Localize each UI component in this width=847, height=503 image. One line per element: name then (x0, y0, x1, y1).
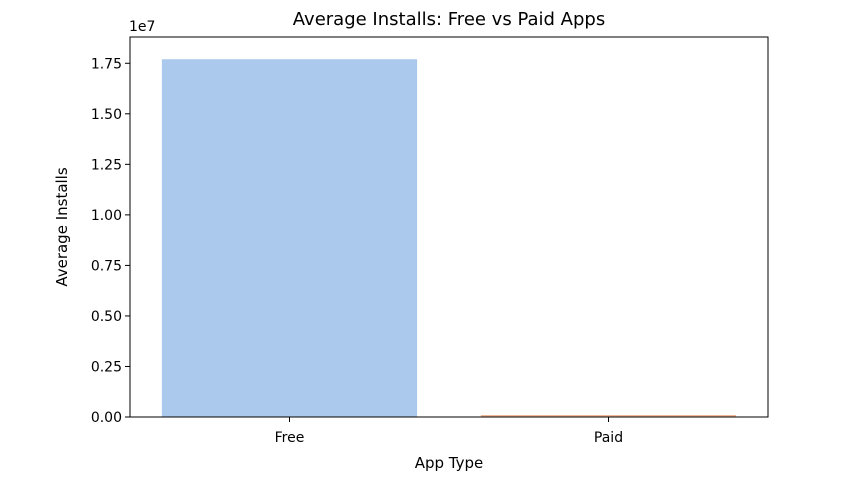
y-tick-label: 1.25 (91, 157, 122, 173)
plot-frame (129, 36, 769, 418)
bar-paid (480, 414, 737, 417)
x-axis-ticks: Free Paid (275, 417, 623, 446)
y-axis-label: Average Installs (53, 167, 71, 287)
x-tick-label-free: Free (275, 430, 305, 446)
x-tick-label-paid: Paid (594, 430, 623, 446)
y-axis-ticks: 0.00 0.25 0.50 0.75 1.00 1.25 1.50 1.75 (91, 56, 130, 426)
y-tick-label: 0.00 (91, 410, 122, 426)
y-tick-label: 1.75 (91, 56, 122, 72)
y-axis-offset-label: 1e7 (129, 19, 155, 35)
y-tick-label: 0.75 (91, 258, 122, 274)
y-tick-label: 0.25 (91, 359, 122, 375)
y-tick-label: 0.50 (91, 309, 122, 325)
x-axis-label: App Type (415, 454, 484, 472)
y-tick-label: 1.50 (91, 107, 122, 123)
bars-group (161, 59, 737, 418)
bar-free (161, 59, 418, 418)
y-tick-label: 1.00 (91, 208, 122, 224)
chart-title: Average Installs: Free vs Paid Apps (293, 9, 605, 30)
